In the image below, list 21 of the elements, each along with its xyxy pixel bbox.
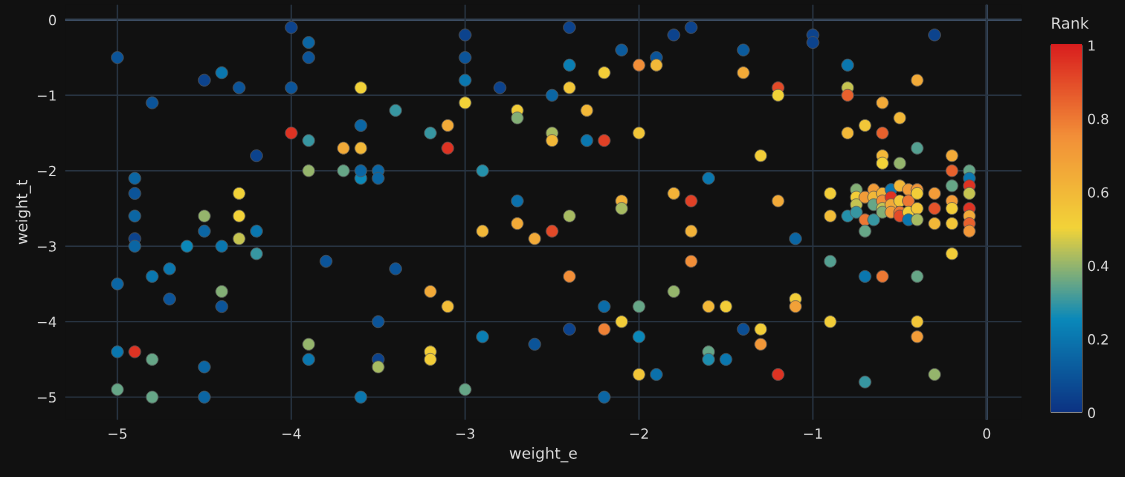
color-bar-label: 0.6 bbox=[1088, 187, 1109, 198]
color-bar-title: Rank bbox=[1052, 17, 1089, 29]
x-tick-label: −5 bbox=[108, 428, 127, 439]
y-tick-label: −5 bbox=[37, 392, 56, 403]
x-tick-label: −4 bbox=[282, 428, 301, 439]
color-bar-label: 0.8 bbox=[1088, 113, 1109, 125]
y-tick-label: −4 bbox=[37, 316, 57, 327]
color-bar-label: 1 bbox=[1088, 40, 1095, 51]
color-bar-label: 0.2 bbox=[1088, 334, 1108, 345]
y-tick-label: 0 bbox=[49, 14, 56, 26]
y-tick-label: −2 bbox=[37, 165, 56, 177]
y-tick-label: −1 bbox=[37, 90, 56, 101]
color-bar-label: 0.4 bbox=[1088, 260, 1109, 272]
color-bar-label: 0 bbox=[1088, 407, 1096, 419]
x-tick-label: −2 bbox=[630, 428, 648, 439]
x-tick-label: −3 bbox=[456, 428, 475, 439]
y-axis-title: weight_t bbox=[15, 180, 31, 245]
x-tick-label: −1 bbox=[804, 428, 822, 439]
x-axis-title: weight_e bbox=[509, 447, 577, 463]
x-tick-label: 0 bbox=[983, 428, 991, 439]
y-tick-label: −3 bbox=[37, 241, 56, 252]
